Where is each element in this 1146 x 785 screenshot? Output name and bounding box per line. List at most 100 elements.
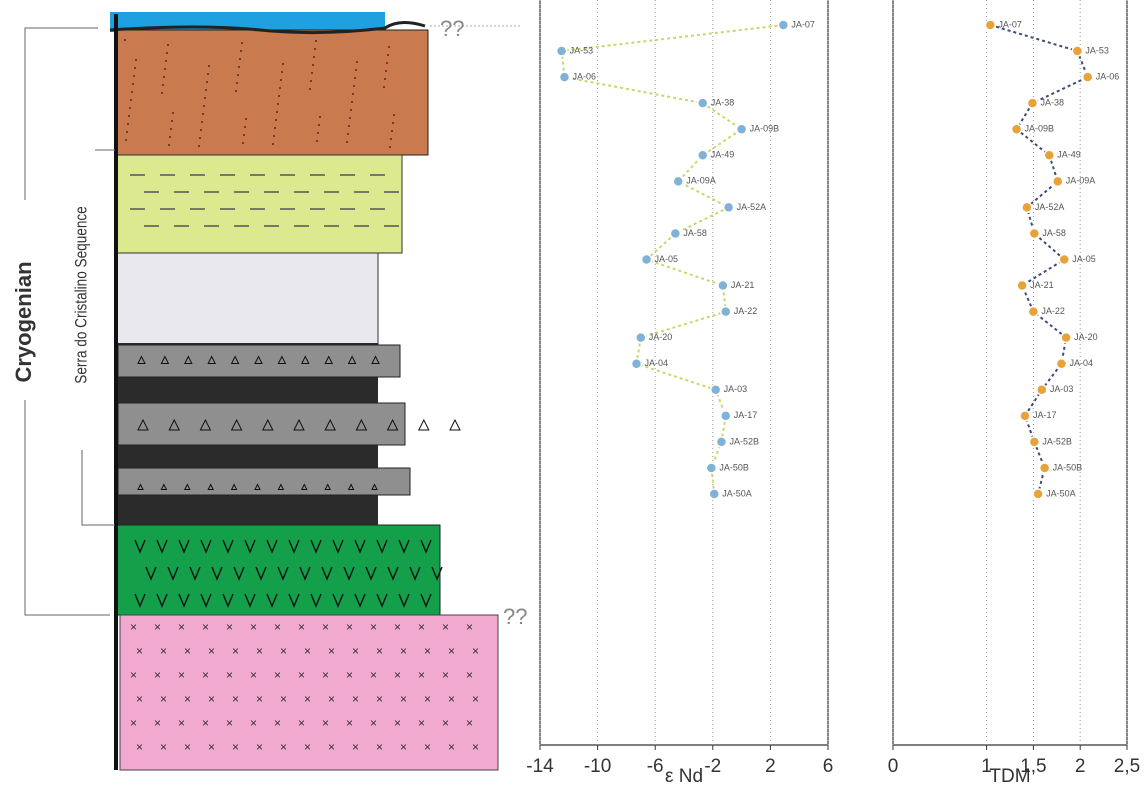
data-point [711, 385, 721, 395]
x-mark: × [394, 668, 401, 682]
x-mark: × [346, 668, 353, 682]
point-label: JA-52A [1035, 202, 1065, 212]
data-point [673, 176, 683, 186]
grain [204, 97, 206, 99]
x-mark: × [328, 692, 335, 706]
grain [162, 84, 164, 86]
x-mark: × [232, 692, 239, 706]
data-point [1061, 333, 1071, 343]
grain [274, 127, 276, 129]
clast [450, 420, 460, 430]
x-mark: × [250, 716, 257, 730]
grain [245, 118, 247, 120]
point-label: JA-21 [731, 280, 755, 290]
x-mark: × [328, 644, 335, 658]
point-label: JA-06 [572, 71, 596, 81]
sequence-label: Serra do Cristalino Sequence [72, 206, 91, 383]
x-mark: × [442, 716, 449, 730]
data-point [1072, 46, 1082, 56]
x-mark: × [448, 740, 455, 754]
x-mark: × [208, 692, 215, 706]
grain [243, 134, 245, 136]
x-mark: × [346, 716, 353, 730]
grain [280, 79, 282, 81]
x-mark: × [232, 740, 239, 754]
grain [385, 70, 387, 72]
grain [317, 132, 319, 134]
data-point [1028, 307, 1038, 317]
x-mark: × [424, 740, 431, 754]
grain [163, 76, 165, 78]
data-point [1029, 437, 1039, 447]
data-point [721, 411, 731, 421]
data-point [1033, 489, 1043, 499]
data-point [1037, 385, 1047, 395]
grain [281, 71, 283, 73]
point-label: JA-17 [734, 410, 758, 420]
x-mark: × [376, 644, 383, 658]
grain [348, 125, 350, 127]
grain [242, 142, 244, 144]
x-mark: × [154, 620, 161, 634]
point-label: JA-53 [1085, 45, 1109, 55]
grain [172, 112, 174, 114]
point-label: JA-03 [1050, 384, 1074, 394]
x-mark: × [424, 644, 431, 658]
x-mark: × [298, 620, 305, 634]
x-mark: × [370, 620, 377, 634]
layer [115, 155, 402, 253]
x-tick-label: -14 [526, 756, 554, 777]
x-mark: × [136, 740, 143, 754]
data-point [721, 307, 731, 317]
grain [350, 109, 352, 111]
x-mark: × [322, 716, 329, 730]
grain [165, 60, 167, 62]
x-mark: × [394, 620, 401, 634]
x-mark: × [322, 668, 329, 682]
x-tick-label: 2 [765, 756, 776, 777]
grain [205, 89, 207, 91]
point-label: JA-22 [1041, 306, 1065, 316]
x-mark: × [442, 620, 449, 634]
point-label: JA-05 [655, 254, 679, 264]
grain [276, 111, 278, 113]
x-mark: × [346, 620, 353, 634]
layer [118, 468, 410, 495]
grain [201, 121, 203, 123]
grain [387, 54, 389, 56]
point-label: JA-58 [683, 228, 707, 238]
grain [390, 138, 392, 140]
grain [354, 77, 356, 79]
x-mark: × [304, 644, 311, 658]
point-label: JA-09B [1025, 124, 1055, 134]
grain [347, 133, 349, 135]
grain [199, 137, 201, 139]
x-mark: × [250, 668, 257, 682]
point-label: JA-53 [570, 45, 594, 55]
grain [278, 95, 280, 97]
grain [208, 65, 210, 67]
grain [124, 39, 126, 41]
x-axis-label: ε Nd [665, 766, 703, 785]
x-mark: × [304, 692, 311, 706]
x-mark: × [274, 620, 281, 634]
x-mark: × [280, 740, 287, 754]
grain [235, 90, 237, 92]
grain [384, 78, 386, 80]
x-tick-label: -6 [647, 756, 664, 777]
x-mark: × [376, 740, 383, 754]
grain [311, 72, 313, 74]
x-mark: × [130, 620, 137, 634]
grain [315, 40, 317, 42]
point-label: JA-52B [1042, 436, 1072, 446]
x-mark: × [418, 716, 425, 730]
grain [126, 131, 128, 133]
point-label: JA-04 [1069, 358, 1093, 368]
data-point [557, 46, 567, 56]
grain [131, 91, 133, 93]
data-point [1029, 228, 1039, 238]
x-mark: × [136, 644, 143, 658]
x-mark: × [256, 692, 263, 706]
data-point [698, 150, 708, 160]
x-mark: × [184, 692, 191, 706]
